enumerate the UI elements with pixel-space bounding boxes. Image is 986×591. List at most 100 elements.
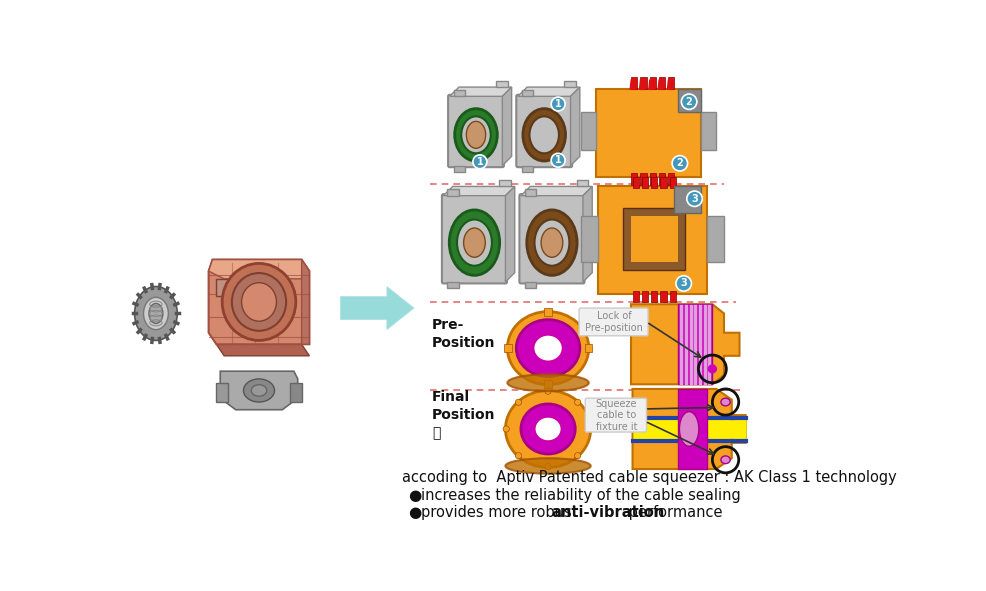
Polygon shape [208, 259, 309, 279]
Polygon shape [443, 186, 515, 196]
Circle shape [707, 364, 716, 374]
Text: 2: 2 [675, 158, 682, 168]
Bar [453, 90, 464, 96]
Ellipse shape [134, 287, 177, 340]
Ellipse shape [143, 297, 169, 330]
Bar [262, 306, 284, 323]
Text: 3: 3 [679, 278, 686, 288]
Circle shape [544, 388, 550, 394]
Circle shape [515, 453, 521, 459]
Circle shape [680, 94, 696, 109]
Circle shape [587, 426, 593, 432]
Bar [216, 279, 238, 296]
Bar [649, 77, 655, 89]
Text: Final
Position
置: Final Position 置 [432, 389, 495, 440]
Bar [499, 180, 511, 186]
Polygon shape [521, 186, 592, 196]
Text: increases the reliability of the cable sealing: increases the reliability of the cable s… [421, 488, 740, 504]
Polygon shape [302, 259, 309, 345]
Ellipse shape [232, 273, 286, 331]
Bar [659, 77, 665, 89]
Bar [622, 208, 684, 269]
Ellipse shape [455, 109, 497, 161]
Polygon shape [208, 259, 309, 345]
Bar [672, 186, 700, 213]
Ellipse shape [532, 335, 562, 362]
Bar [641, 177, 648, 188]
Bar [676, 89, 700, 112]
Circle shape [503, 426, 509, 432]
Bar [651, 291, 657, 302]
Ellipse shape [678, 412, 698, 446]
Bar [576, 180, 588, 186]
Bar [525, 190, 536, 196]
Bar [660, 291, 666, 302]
Text: anti-vibration: anti-vibration [550, 505, 664, 520]
Polygon shape [583, 186, 592, 282]
Ellipse shape [534, 219, 569, 266]
Bar [447, 190, 458, 196]
Polygon shape [340, 287, 413, 330]
Polygon shape [505, 186, 515, 282]
Ellipse shape [505, 391, 590, 467]
Text: Lock of
Pre-position: Lock of Pre-position [585, 311, 642, 333]
Ellipse shape [242, 282, 276, 321]
Bar [584, 345, 592, 352]
Ellipse shape [507, 374, 589, 391]
Polygon shape [450, 87, 511, 96]
Bar [581, 216, 598, 262]
Ellipse shape [460, 116, 490, 153]
Bar [525, 282, 536, 288]
Ellipse shape [149, 303, 163, 323]
Circle shape [472, 155, 486, 168]
Bar [290, 383, 302, 402]
Polygon shape [518, 87, 579, 96]
Text: provides more robust: provides more robust [421, 505, 582, 520]
Text: 2: 2 [685, 97, 692, 107]
Bar [659, 173, 665, 185]
Bar [669, 291, 675, 302]
Bar [700, 112, 716, 150]
Bar [640, 173, 646, 185]
Polygon shape [216, 345, 309, 356]
Ellipse shape [516, 320, 579, 376]
Text: 1: 1 [476, 157, 483, 167]
Ellipse shape [720, 456, 730, 463]
Ellipse shape [463, 228, 485, 257]
Bar [522, 90, 532, 96]
Bar [632, 291, 638, 302]
Bar [649, 173, 655, 185]
Text: ●: ● [408, 488, 421, 504]
Bar [632, 417, 745, 442]
Polygon shape [220, 371, 298, 410]
Ellipse shape [449, 210, 499, 275]
Circle shape [574, 399, 580, 405]
Bar [447, 282, 458, 288]
Bar [640, 77, 646, 89]
Text: performance: performance [623, 505, 722, 520]
Bar [630, 173, 637, 185]
Bar [522, 165, 532, 172]
FancyBboxPatch shape [516, 95, 572, 167]
Bar [598, 186, 706, 294]
Bar [668, 173, 673, 185]
Ellipse shape [507, 311, 589, 385]
Ellipse shape [528, 116, 558, 153]
Bar [453, 165, 464, 172]
Circle shape [675, 276, 691, 291]
Bar [668, 77, 673, 89]
Bar [504, 345, 511, 352]
Ellipse shape [222, 264, 296, 340]
Bar [706, 216, 724, 262]
Circle shape [574, 453, 580, 459]
Ellipse shape [540, 228, 562, 257]
Text: accoding to  Aptiv Patented cable squeezer : AK Class 1 technology: accoding to Aptiv Patented cable squeeze… [402, 470, 896, 485]
FancyBboxPatch shape [442, 194, 507, 284]
Bar [630, 216, 676, 262]
Ellipse shape [244, 379, 274, 402]
Ellipse shape [534, 417, 561, 441]
Ellipse shape [251, 385, 266, 396]
Circle shape [550, 153, 565, 167]
Bar [651, 177, 657, 188]
Bar [543, 381, 551, 388]
